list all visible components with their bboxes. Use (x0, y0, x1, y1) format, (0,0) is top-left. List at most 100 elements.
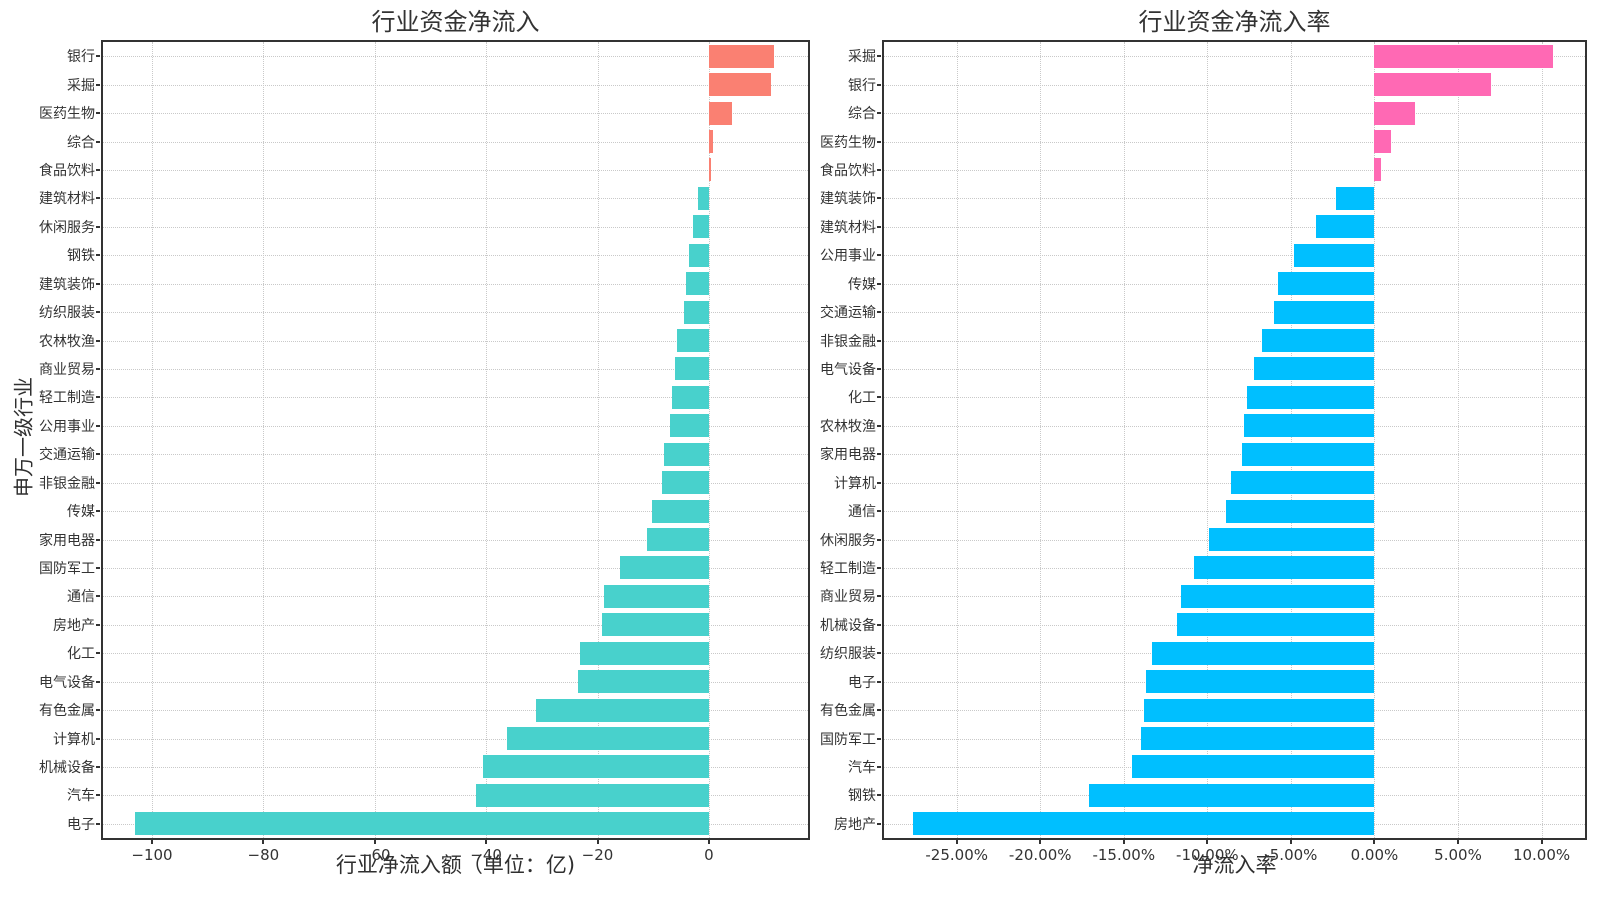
y-tick-label: 商业贸易 (820, 589, 876, 606)
y-tick-label: 非银金融 (39, 475, 95, 492)
grid-line-horizontal (103, 255, 808, 257)
bar (1277, 272, 1375, 296)
grid-line-horizontal (103, 454, 808, 456)
grid-line-horizontal (103, 567, 808, 569)
y-tick-mark (96, 737, 100, 740)
grid-line-vertical (597, 42, 599, 838)
bar (1088, 783, 1375, 807)
bar (913, 812, 1375, 836)
y-tick-label: 建筑装饰 (820, 191, 876, 208)
y-tick-label: 计算机 (834, 475, 876, 492)
y-tick-mark (877, 737, 881, 740)
y-tick-label: 钢铁 (67, 248, 95, 265)
bar (1143, 698, 1375, 722)
grid-line-horizontal (103, 56, 808, 58)
grid-line-horizontal (884, 454, 1585, 456)
grid-line-vertical (1040, 42, 1042, 838)
y-tick-mark (96, 510, 100, 513)
grid-line-horizontal (884, 56, 1585, 58)
x-tick-mark (1039, 840, 1042, 844)
bar (1209, 528, 1375, 551)
bar (672, 385, 709, 409)
grid-line-horizontal (103, 653, 808, 655)
y-tick-mark (877, 197, 881, 200)
y-tick-mark (96, 83, 100, 86)
grid-line-horizontal (884, 198, 1585, 200)
bar (1152, 641, 1375, 665)
grid-line-vertical (1207, 42, 1209, 838)
y-tick-mark (877, 168, 881, 171)
bar (1247, 385, 1375, 409)
y-tick-mark (877, 709, 881, 712)
y-tick-mark (96, 765, 100, 768)
y-tick-label: 综合 (848, 106, 876, 123)
x-tick-label: 0.00% (1350, 846, 1399, 864)
grid-line-horizontal (103, 596, 808, 598)
grid-line-horizontal (103, 141, 808, 143)
x-tick-mark (596, 840, 599, 844)
y-tick-label: 公用事业 (39, 418, 95, 435)
y-tick-label: 建筑材料 (39, 191, 95, 208)
bar (1315, 215, 1375, 239)
y-tick-mark (96, 225, 100, 228)
grid-line-horizontal (103, 738, 808, 740)
left-chart-plot-area (101, 40, 810, 840)
x-tick-label: -10.00% (1176, 846, 1239, 864)
x-tick-mark (1540, 840, 1543, 844)
y-tick-label: 医药生物 (820, 134, 876, 151)
y-tick-label: 机械设备 (820, 617, 876, 634)
bar (676, 329, 709, 352)
y-tick-mark (96, 55, 100, 58)
y-tick-label: 休闲服务 (39, 219, 95, 236)
x-tick-label: 10.00% (1512, 846, 1571, 864)
bar (601, 613, 709, 637)
bar (1242, 442, 1375, 466)
right-chart-plot-area (882, 40, 1587, 840)
grid-line-horizontal (103, 766, 808, 768)
y-tick-label: 机械设备 (39, 759, 95, 776)
y-tick-mark (96, 652, 100, 655)
bar (686, 272, 709, 296)
y-tick-mark (96, 623, 100, 626)
bar (692, 215, 709, 239)
bar (578, 670, 709, 694)
y-tick-mark (877, 481, 881, 484)
grid-line-vertical (1123, 42, 1125, 838)
y-tick-mark (877, 112, 881, 115)
y-tick-label: 电子 (848, 674, 876, 691)
y-tick-label: 银行 (848, 77, 876, 94)
bar (536, 698, 709, 722)
y-tick-mark (877, 282, 881, 285)
y-tick-mark (877, 254, 881, 257)
y-tick-label: 休闲服务 (820, 532, 876, 549)
grid-line-horizontal (103, 681, 808, 683)
y-tick-mark (96, 396, 100, 399)
y-tick-label: 轻工制造 (39, 390, 95, 407)
y-tick-mark (96, 339, 100, 342)
y-tick-label: 轻工制造 (820, 560, 876, 577)
y-tick-mark (96, 595, 100, 598)
grid-line-horizontal (103, 226, 808, 228)
grid-line-horizontal (103, 624, 808, 626)
grid-line-horizontal (103, 169, 808, 171)
bar (1374, 158, 1382, 182)
grid-line-horizontal (103, 113, 808, 115)
right-chart-title: 行业资金净流入率 (1138, 8, 1331, 36)
x-tick-mark (955, 840, 958, 844)
y-tick-label: 汽车 (848, 759, 876, 776)
y-tick-label: 交通运输 (39, 447, 95, 464)
y-tick-label: 综合 (67, 134, 95, 151)
y-tick-mark (877, 396, 881, 399)
bar (1294, 243, 1375, 267)
grid-line-horizontal (103, 283, 808, 285)
grid-line-horizontal (884, 340, 1585, 342)
grid-line-horizontal (103, 312, 808, 314)
grid-line-horizontal (884, 84, 1585, 86)
grid-line-horizontal (884, 425, 1585, 427)
y-tick-label: 采掘 (848, 49, 876, 66)
grid-line-vertical (956, 42, 958, 838)
grid-line-vertical (1290, 42, 1292, 838)
y-tick-mark (877, 424, 881, 427)
x-tick-mark (1206, 840, 1209, 844)
grid-line-horizontal (103, 198, 808, 200)
